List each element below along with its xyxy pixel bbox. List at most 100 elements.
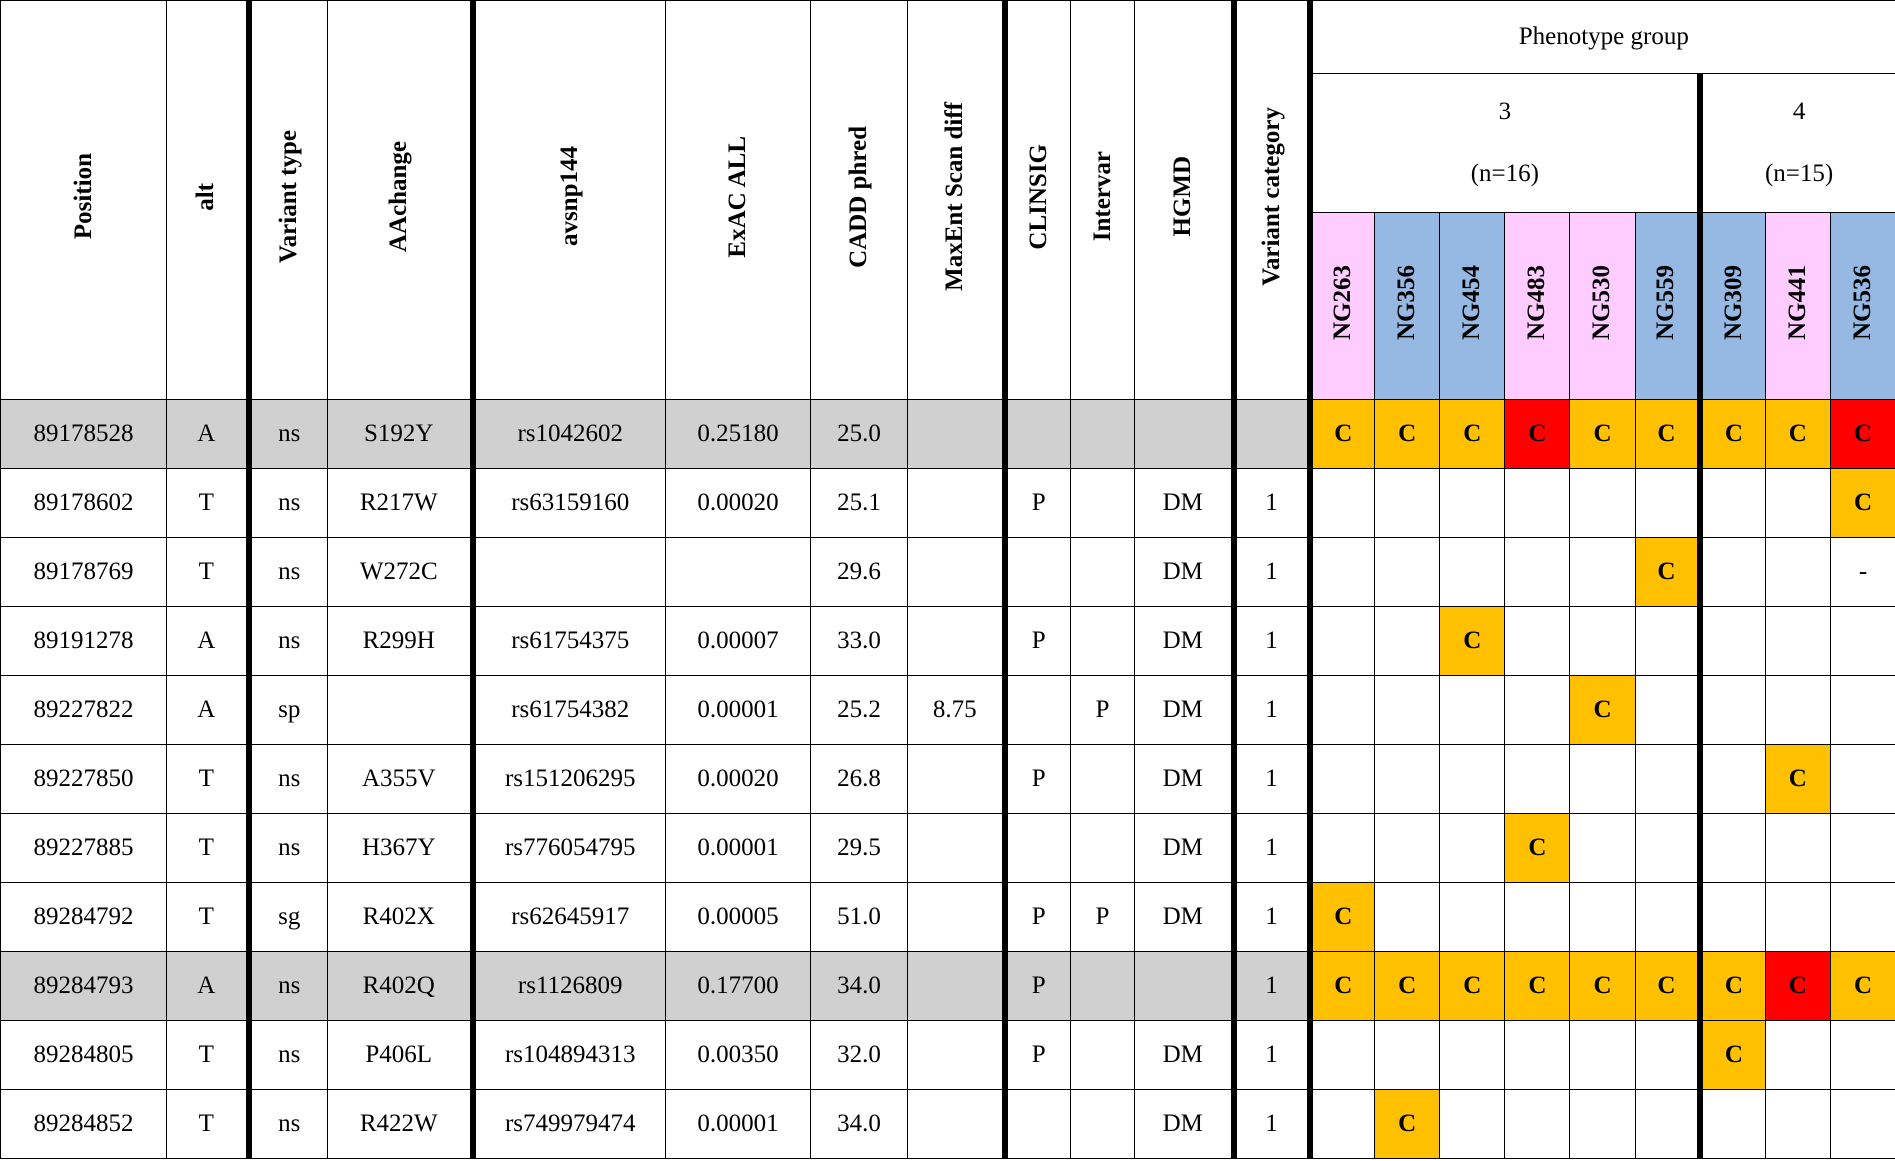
table-cell: 0.00001 [665, 675, 811, 745]
call-cell [1439, 1020, 1506, 1090]
column-header-text: AAchange [384, 140, 412, 253]
table-cell [907, 399, 1005, 469]
table-cell [1070, 537, 1135, 607]
call-cell [1697, 1089, 1766, 1159]
table-cell: 29.6 [810, 537, 908, 607]
table-cell [1070, 1020, 1135, 1090]
sample-name: NG559 [1652, 265, 1680, 340]
table-cell [907, 882, 1005, 952]
call-cell [1504, 1020, 1571, 1090]
call-cell [1374, 1020, 1441, 1090]
table-cell [907, 951, 1005, 1021]
table-cell [1070, 468, 1135, 538]
column-header: ExAC ALL [665, 0, 811, 400]
table-cell: DM [1134, 1089, 1234, 1159]
table-cell: P406L [327, 1020, 473, 1090]
call-cell [1829, 1020, 1895, 1090]
table-cell [1070, 744, 1135, 814]
table-cell [1070, 813, 1135, 883]
call-cell: C [1829, 399, 1895, 469]
table-cell: R422W [327, 1089, 473, 1159]
call-cell [1634, 744, 1701, 814]
sample-header: NG559 [1634, 212, 1701, 400]
table-cell: P [1070, 882, 1135, 952]
call-cell [1829, 606, 1895, 676]
column-header-text: CADD phred [845, 125, 872, 268]
call-cell: C [1634, 537, 1701, 607]
call-cell [1306, 1089, 1376, 1159]
call-cell [1569, 882, 1636, 952]
call-cell [1374, 744, 1441, 814]
table-cell: DM [1134, 606, 1234, 676]
table-cell [1070, 1089, 1135, 1159]
table-cell: 8.75 [907, 675, 1005, 745]
call-cell [1634, 468, 1701, 538]
column-header: Intervar [1070, 0, 1135, 400]
call-cell [1829, 813, 1895, 883]
call-cell [1306, 813, 1376, 883]
table-cell: rs61754375 [469, 606, 666, 676]
table-cell: 51.0 [810, 882, 908, 952]
group-label: 3 [1498, 98, 1512, 125]
call-cell [1306, 606, 1376, 676]
table-cell: 1 [1230, 537, 1310, 607]
call-cell [1697, 813, 1766, 883]
table-cell: 0.25180 [665, 399, 811, 469]
table-cell [907, 606, 1005, 676]
sample-header: NG441 [1764, 212, 1831, 400]
table-cell: 32.0 [810, 1020, 908, 1090]
table-cell: P [1001, 468, 1071, 538]
table-cell: rs104894313 [469, 1020, 666, 1090]
table-cell: P [1070, 675, 1135, 745]
table-cell: 34.0 [810, 1089, 908, 1159]
call-cell [1504, 675, 1571, 745]
table-cell: 89284805 [0, 1020, 167, 1090]
table-cell: R402X [327, 882, 473, 952]
table-cell: rs1042602 [469, 399, 666, 469]
table-cell: T [166, 1020, 249, 1090]
table-cell: 25.1 [810, 468, 908, 538]
call-cell [1439, 537, 1506, 607]
table-cell: 1 [1230, 813, 1310, 883]
call-cell [1306, 675, 1376, 745]
table-cell: 89227850 [0, 744, 167, 814]
call-cell [1374, 468, 1441, 538]
table-cell: P [1001, 951, 1071, 1021]
table-cell: W272C [327, 537, 473, 607]
table-cell [1134, 951, 1234, 1021]
table-cell: T [166, 882, 249, 952]
table-cell: DM [1134, 744, 1234, 814]
call-cell [1569, 1020, 1636, 1090]
call-cell [1829, 744, 1895, 814]
column-header: alt [166, 0, 249, 400]
table-cell: H367Y [327, 813, 473, 883]
table-cell: 1 [1230, 882, 1310, 952]
table-cell [1001, 537, 1071, 607]
table-cell [1001, 813, 1071, 883]
sample-name: NG454 [1458, 265, 1486, 340]
table-cell [1070, 399, 1135, 469]
table-cell: 1 [1230, 1089, 1310, 1159]
call-cell [1306, 537, 1376, 607]
table-cell: A [166, 951, 249, 1021]
column-header-text: Variant category [1257, 107, 1285, 286]
table-cell: DM [1134, 675, 1234, 745]
call-cell [1764, 1020, 1831, 1090]
column-header-text: Intervar [1088, 151, 1116, 242]
call-cell: C [1504, 399, 1571, 469]
table-cell [1070, 606, 1135, 676]
sample-header: NG454 [1439, 212, 1506, 400]
table-cell [1001, 399, 1071, 469]
call-cell: C [1306, 882, 1376, 952]
call-cell: C [1374, 951, 1441, 1021]
column-header: avsnp144 [469, 0, 666, 400]
sample-header: NG263 [1306, 212, 1376, 400]
table-cell: ns [245, 744, 328, 814]
